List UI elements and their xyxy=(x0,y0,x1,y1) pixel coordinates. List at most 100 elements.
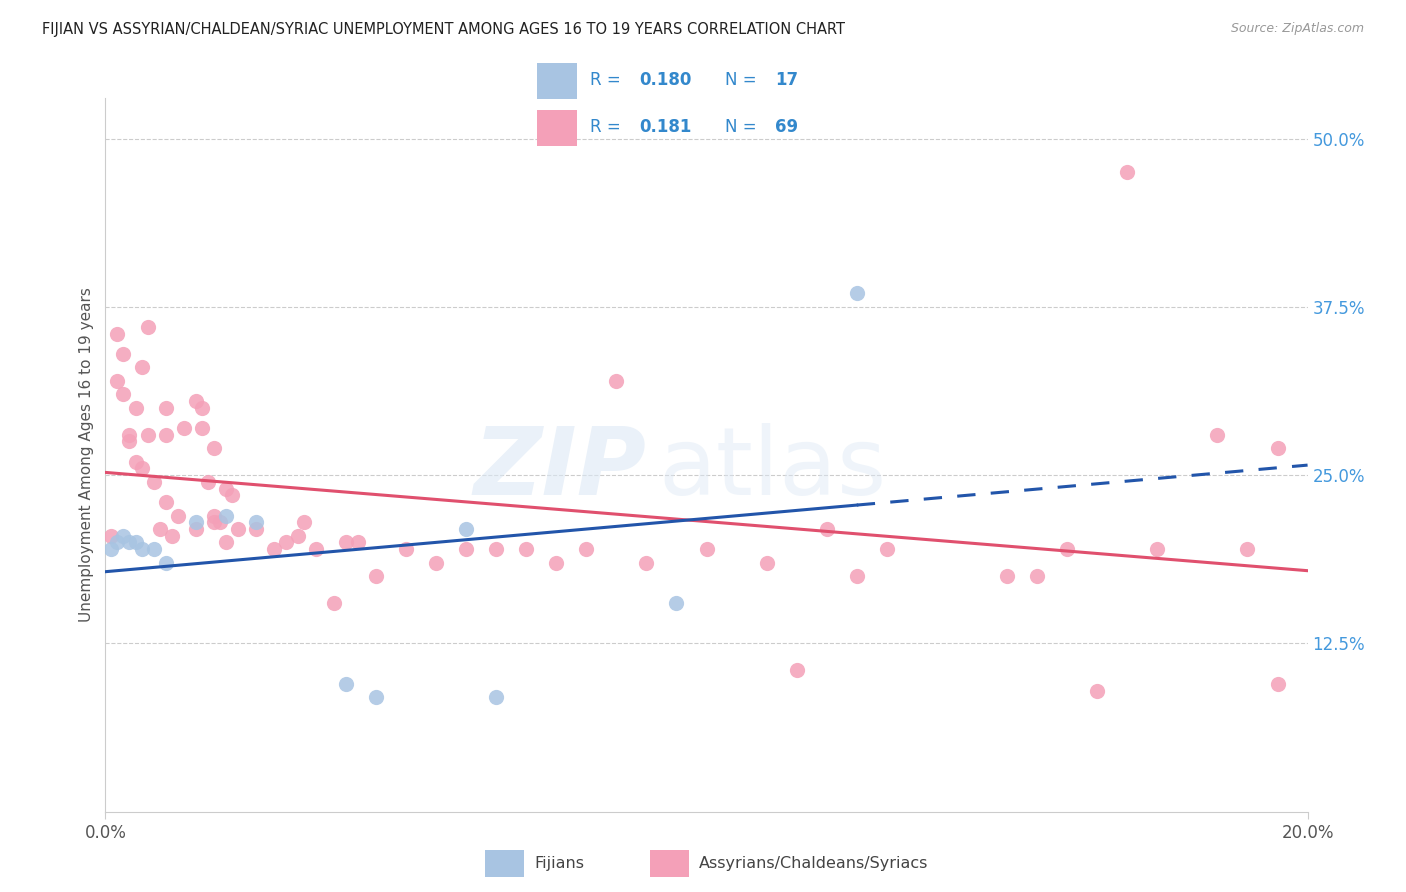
FancyBboxPatch shape xyxy=(537,110,576,145)
Text: FIJIAN VS ASSYRIAN/CHALDEAN/SYRIAC UNEMPLOYMENT AMONG AGES 16 TO 19 YEARS CORREL: FIJIAN VS ASSYRIAN/CHALDEAN/SYRIAC UNEMP… xyxy=(42,22,845,37)
Point xyxy=(160,529,183,543)
Point xyxy=(155,556,177,570)
Point xyxy=(173,421,195,435)
Point xyxy=(131,461,153,475)
Point xyxy=(184,394,207,409)
Text: Source: ZipAtlas.com: Source: ZipAtlas.com xyxy=(1230,22,1364,36)
Point xyxy=(112,347,135,361)
Text: N =: N = xyxy=(725,119,762,136)
Point xyxy=(136,427,159,442)
Text: atlas: atlas xyxy=(658,423,887,516)
Point xyxy=(395,542,418,557)
Point xyxy=(226,522,249,536)
FancyBboxPatch shape xyxy=(650,850,689,877)
Point xyxy=(107,535,129,549)
Point xyxy=(1267,441,1289,455)
Point xyxy=(197,475,219,489)
Point xyxy=(1267,677,1289,691)
Point xyxy=(1206,427,1229,442)
Point xyxy=(124,535,146,549)
Point xyxy=(1236,542,1258,557)
Point xyxy=(347,535,370,549)
Text: 0.180: 0.180 xyxy=(640,71,692,89)
Point xyxy=(335,677,357,691)
Point xyxy=(131,542,153,557)
Point xyxy=(221,488,243,502)
Point xyxy=(322,596,344,610)
Point xyxy=(546,556,568,570)
Text: R =: R = xyxy=(591,119,626,136)
Point xyxy=(454,522,477,536)
Point xyxy=(696,542,718,557)
Point xyxy=(845,569,868,583)
Point xyxy=(364,690,387,705)
Text: N =: N = xyxy=(725,71,762,89)
Text: 17: 17 xyxy=(775,71,799,89)
Text: R =: R = xyxy=(591,71,626,89)
Point xyxy=(112,529,135,543)
Point xyxy=(515,542,537,557)
Point xyxy=(1116,165,1139,179)
Point xyxy=(1056,542,1078,557)
Y-axis label: Unemployment Among Ages 16 to 19 years: Unemployment Among Ages 16 to 19 years xyxy=(79,287,94,623)
Point xyxy=(107,374,129,388)
Point xyxy=(184,515,207,529)
Point xyxy=(995,569,1018,583)
FancyBboxPatch shape xyxy=(485,850,524,877)
Point xyxy=(1146,542,1168,557)
Point xyxy=(1085,683,1108,698)
Point xyxy=(305,542,328,557)
Point xyxy=(155,495,177,509)
Text: Fijians: Fijians xyxy=(534,855,585,871)
Point xyxy=(100,529,122,543)
Point xyxy=(107,326,129,341)
Point xyxy=(118,434,141,449)
Point xyxy=(118,535,141,549)
Point xyxy=(292,515,315,529)
Text: Assyrians/Chaldeans/Syriacs: Assyrians/Chaldeans/Syriacs xyxy=(699,855,928,871)
Point xyxy=(485,690,508,705)
Point xyxy=(845,286,868,301)
Point xyxy=(485,542,508,557)
Point xyxy=(202,515,225,529)
Point xyxy=(245,515,267,529)
Point xyxy=(131,360,153,375)
Point xyxy=(214,535,236,549)
Point xyxy=(665,596,688,610)
Point xyxy=(100,542,122,557)
Point xyxy=(263,542,285,557)
Point xyxy=(190,421,212,435)
Point xyxy=(575,542,598,557)
Point xyxy=(425,556,447,570)
Point xyxy=(605,374,627,388)
Text: 0.181: 0.181 xyxy=(640,119,692,136)
Point xyxy=(755,556,778,570)
Point xyxy=(202,441,225,455)
Point xyxy=(1026,569,1049,583)
FancyBboxPatch shape xyxy=(537,62,576,99)
Point xyxy=(124,455,146,469)
Point xyxy=(274,535,297,549)
Point xyxy=(148,522,170,536)
Text: ZIP: ZIP xyxy=(474,423,647,516)
Point xyxy=(364,569,387,583)
Point xyxy=(454,542,477,557)
Point xyxy=(245,522,267,536)
Point xyxy=(636,556,658,570)
Point xyxy=(208,515,231,529)
Point xyxy=(335,535,357,549)
Point xyxy=(815,522,838,536)
Point xyxy=(112,387,135,401)
Point xyxy=(184,522,207,536)
Point xyxy=(124,401,146,415)
Point xyxy=(136,320,159,334)
Point xyxy=(190,401,212,415)
Point xyxy=(142,542,165,557)
Point xyxy=(142,475,165,489)
Point xyxy=(202,508,225,523)
Text: 69: 69 xyxy=(775,119,799,136)
Point xyxy=(155,401,177,415)
Point xyxy=(786,664,808,678)
Point xyxy=(287,529,309,543)
Point xyxy=(214,508,236,523)
